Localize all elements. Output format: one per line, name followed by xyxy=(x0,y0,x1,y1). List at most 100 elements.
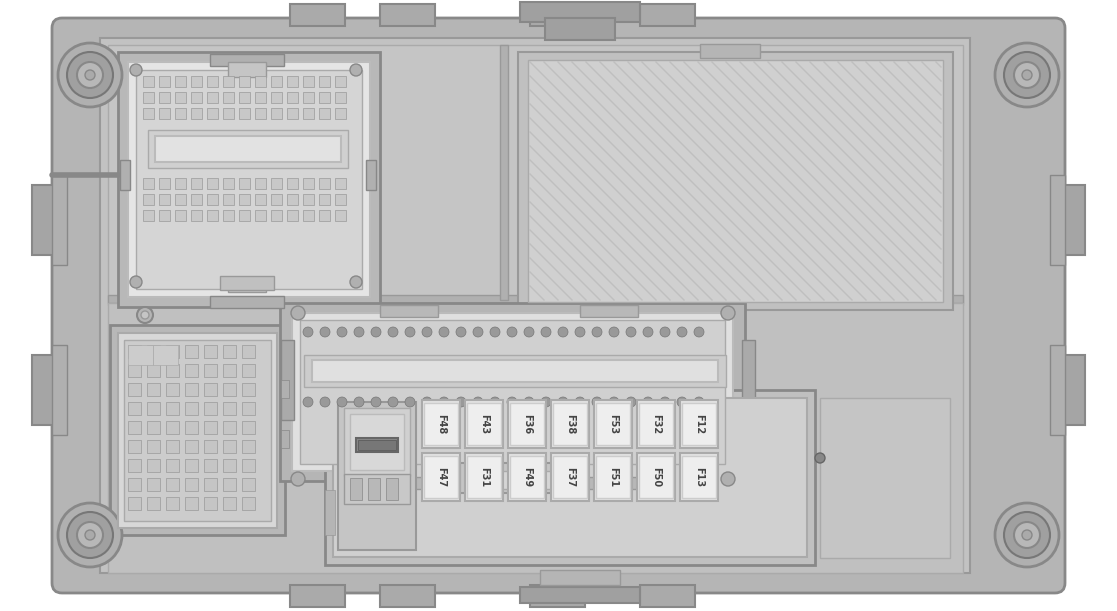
Bar xyxy=(166,364,179,377)
Bar xyxy=(242,402,255,415)
Bar xyxy=(120,160,130,190)
Circle shape xyxy=(405,397,416,407)
Bar xyxy=(271,210,281,221)
Bar xyxy=(500,45,508,300)
Bar xyxy=(335,178,346,189)
Circle shape xyxy=(292,472,305,486)
Circle shape xyxy=(130,64,142,76)
Bar xyxy=(465,400,503,448)
Bar xyxy=(467,456,502,498)
Bar xyxy=(223,76,233,87)
Bar xyxy=(540,570,620,585)
Circle shape xyxy=(609,397,619,407)
Bar xyxy=(223,459,236,472)
Bar xyxy=(207,108,218,119)
Bar xyxy=(319,210,330,221)
Bar xyxy=(223,478,236,491)
Bar xyxy=(210,54,284,66)
Circle shape xyxy=(303,397,313,407)
Bar xyxy=(159,92,170,103)
Bar xyxy=(128,478,141,491)
Bar xyxy=(344,474,410,504)
Bar xyxy=(350,478,362,500)
Bar xyxy=(147,478,160,491)
Circle shape xyxy=(609,327,619,337)
Bar xyxy=(596,456,630,498)
Bar xyxy=(210,296,284,308)
Circle shape xyxy=(456,397,466,407)
Bar xyxy=(333,398,806,557)
Bar xyxy=(191,210,202,221)
Bar xyxy=(386,478,398,500)
Bar xyxy=(207,194,218,205)
Bar xyxy=(185,478,198,491)
Bar xyxy=(242,478,255,491)
Bar xyxy=(359,440,397,450)
Bar xyxy=(529,4,585,26)
Circle shape xyxy=(1022,70,1032,80)
Bar xyxy=(367,478,380,500)
Circle shape xyxy=(77,522,103,548)
Bar xyxy=(424,456,458,498)
Bar xyxy=(242,421,255,434)
Bar xyxy=(467,403,502,445)
Bar xyxy=(255,76,266,87)
Circle shape xyxy=(456,327,466,337)
Bar xyxy=(280,303,745,481)
Bar xyxy=(680,400,718,448)
Bar xyxy=(460,463,570,493)
Circle shape xyxy=(541,397,551,407)
Bar xyxy=(640,4,695,26)
Bar xyxy=(287,92,298,103)
Circle shape xyxy=(524,327,534,337)
Bar xyxy=(204,364,217,377)
Bar xyxy=(223,210,233,221)
Bar xyxy=(551,400,589,448)
Circle shape xyxy=(592,327,602,337)
Circle shape xyxy=(292,306,305,320)
Circle shape xyxy=(558,397,569,407)
Bar xyxy=(545,18,615,40)
Bar xyxy=(101,38,970,573)
Bar xyxy=(128,402,141,415)
Text: F49: F49 xyxy=(522,467,532,487)
Bar xyxy=(191,76,202,87)
Bar xyxy=(166,459,179,472)
Bar xyxy=(255,92,266,103)
Bar xyxy=(204,402,217,415)
Circle shape xyxy=(995,43,1059,107)
Circle shape xyxy=(371,327,381,337)
Bar xyxy=(143,76,154,87)
Bar xyxy=(637,400,675,448)
Bar xyxy=(303,108,314,119)
Bar xyxy=(204,497,217,510)
Bar xyxy=(319,76,330,87)
Bar xyxy=(159,210,170,221)
Circle shape xyxy=(67,512,113,558)
Bar xyxy=(204,440,217,453)
Bar xyxy=(166,421,179,434)
Bar xyxy=(223,92,233,103)
Text: F48: F48 xyxy=(436,414,446,434)
Circle shape xyxy=(575,397,585,407)
Circle shape xyxy=(507,397,517,407)
Circle shape xyxy=(643,397,653,407)
FancyBboxPatch shape xyxy=(52,18,1065,593)
Bar xyxy=(166,497,179,510)
Bar xyxy=(147,497,160,510)
Bar xyxy=(639,403,674,445)
Bar xyxy=(239,76,250,87)
Circle shape xyxy=(677,327,687,337)
Bar xyxy=(335,194,346,205)
Bar xyxy=(640,585,695,607)
Circle shape xyxy=(490,327,500,337)
Bar xyxy=(175,92,187,103)
Bar xyxy=(287,178,298,189)
Bar xyxy=(128,62,370,297)
Circle shape xyxy=(319,397,330,407)
Bar xyxy=(159,76,170,87)
Bar xyxy=(1063,355,1085,425)
Bar xyxy=(166,345,179,358)
Bar xyxy=(223,497,236,510)
Bar xyxy=(281,380,289,398)
